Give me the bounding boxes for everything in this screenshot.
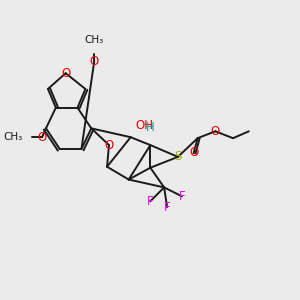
Text: O: O: [104, 139, 114, 152]
Text: O: O: [90, 55, 99, 68]
Text: F: F: [164, 201, 170, 214]
Text: F: F: [147, 195, 154, 208]
Text: CH₃: CH₃: [85, 35, 104, 45]
Text: O: O: [38, 131, 47, 144]
Text: O: O: [61, 67, 70, 80]
Text: O: O: [211, 125, 220, 138]
Text: OH: OH: [136, 119, 154, 132]
Text: S: S: [174, 150, 182, 164]
Text: H: H: [146, 121, 155, 134]
Text: F: F: [178, 190, 185, 203]
Text: O: O: [189, 146, 198, 160]
Text: CH₃: CH₃: [3, 132, 22, 142]
